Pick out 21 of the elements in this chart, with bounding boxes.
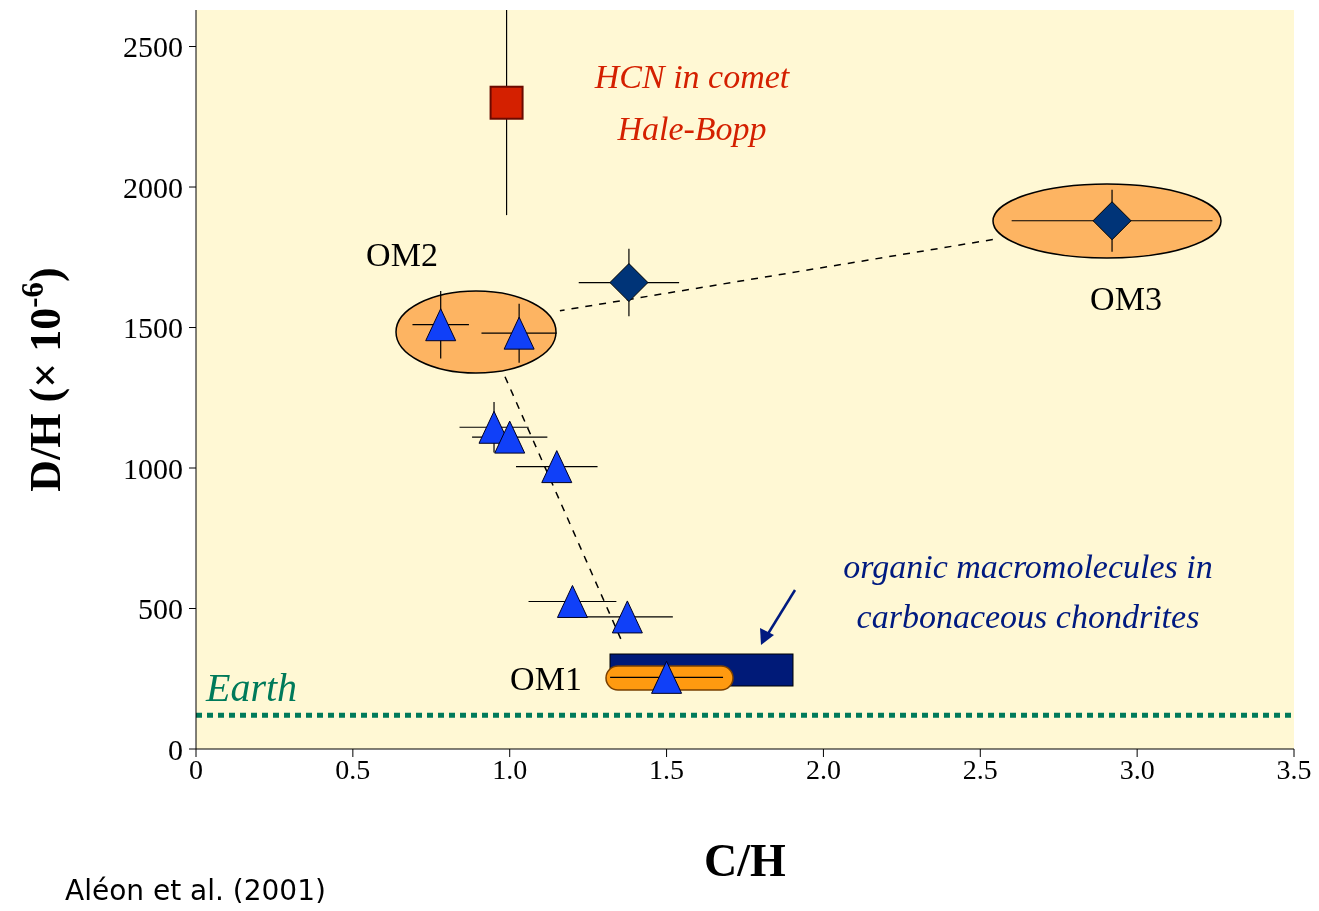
x-tick-label: 0.5 — [335, 753, 371, 785]
x-axis-title: C/H — [704, 835, 787, 886]
x-tick-label: 0 — [189, 753, 203, 785]
x-tick-label: 3.5 — [1276, 753, 1312, 785]
y-tick-label: 2500 — [123, 30, 183, 64]
text: Aléon et al. (2001) — [65, 874, 326, 907]
y-tick-label: 1000 — [123, 451, 183, 485]
y-tick-label: 1500 — [123, 311, 183, 345]
annotation: OM2 — [366, 236, 438, 273]
ref-line-label: Earth — [205, 665, 298, 711]
y-tick-label: 2000 — [123, 170, 183, 204]
annotation: OM1 — [510, 660, 582, 697]
x-tick-label: 1.5 — [649, 753, 685, 785]
annotation: OM3 — [1090, 280, 1162, 317]
x-tick-label: 2.5 — [962, 753, 998, 785]
annotation: HCN in comet Hale-Bopp — [593, 58, 791, 147]
y-tick-label: 500 — [138, 592, 183, 626]
x-tick-label: 3.0 — [1119, 753, 1155, 785]
annotation: organic macromolecules in carbonaceous chondrites — [843, 548, 1213, 635]
x-tick-label: 1.0 — [492, 753, 528, 785]
x-tick-label: 2.0 — [805, 753, 841, 785]
